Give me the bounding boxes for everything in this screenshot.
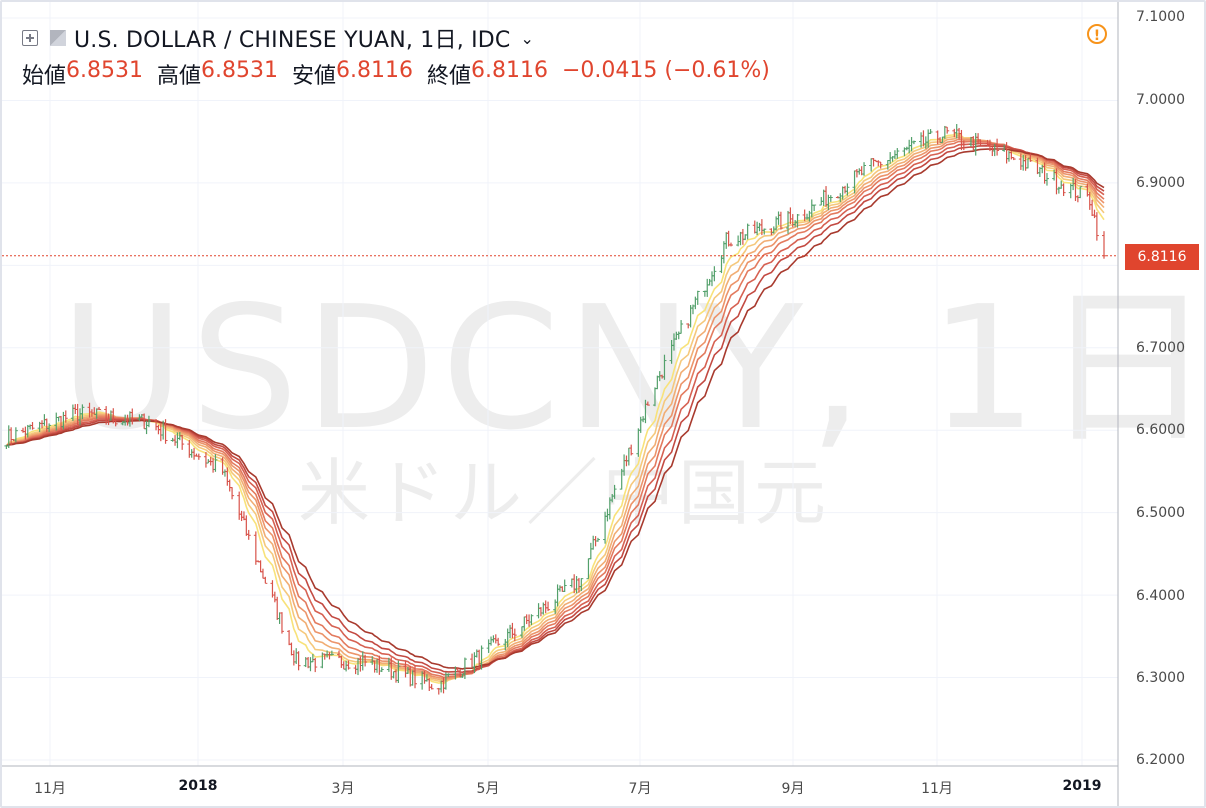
y-tick-label: 6.3000: [1136, 670, 1185, 686]
close-value: 6.8116: [471, 58, 548, 83]
high-value: 6.8531: [201, 58, 278, 83]
high-label: 高値: [157, 64, 202, 89]
x-tick-label: 7月: [628, 781, 652, 797]
y-tick-label: 6.5000: [1136, 505, 1185, 521]
plus-square-icon[interactable]: [22, 30, 38, 46]
x-tick-label: 2019: [1062, 778, 1102, 794]
x-tick-label: 9月: [781, 781, 805, 797]
y-tick-label: 6.4000: [1136, 588, 1185, 604]
change-value: −0.0415 (−0.61%): [562, 58, 770, 83]
ribbon-line: [6, 144, 1105, 674]
x-tick-label: 5月: [476, 781, 500, 797]
y-tick-label: 7.1000: [1136, 9, 1185, 25]
y-tick-label: 6.2000: [1136, 752, 1185, 768]
low-value: 6.8116: [336, 58, 413, 83]
y-tick-label: 7.0000: [1136, 92, 1185, 108]
ribbon-line: [5, 134, 1105, 684]
ribbon-line: [5, 140, 1105, 679]
last-price-tag: 6.8116: [1125, 244, 1199, 270]
ribbon-line: [6, 142, 1105, 676]
y-tick-label: 6.6000: [1136, 422, 1185, 438]
symbol-title[interactable]: U.S. DOLLAR / CHINESE YUAN, 1日, IDC: [74, 28, 511, 53]
flag-icon[interactable]: [50, 30, 66, 46]
exclamation-circle-icon[interactable]: !: [1087, 24, 1107, 44]
x-tick-label: 2018: [178, 778, 218, 794]
x-tick-label: 11月: [34, 781, 66, 797]
ribbon-line: [5, 138, 1105, 681]
close-label: 終値: [427, 64, 472, 89]
x-tick-label: 3月: [331, 781, 355, 797]
open-value: 6.8531: [66, 58, 143, 83]
watermark-symbol: USDCNY, 1日: [60, 270, 1206, 468]
ribbon-line: [6, 148, 1105, 670]
y-tick-label: 6.9000: [1136, 175, 1185, 191]
x-tick-label: 11月: [921, 781, 953, 797]
ohlc-legend: 始値 6.8531 高値 6.8531 安値 6.8116 終値 6.8116 −0.0…: [22, 58, 770, 90]
y-tick-label: 6.7000: [1136, 340, 1185, 356]
chart-header: U.S. DOLLAR / CHINESE YUAN, 1日, IDC ⌄ 始値…: [22, 22, 770, 90]
watermark-name: 米ドル／中国元: [298, 451, 831, 535]
low-label: 安値: [292, 64, 337, 89]
chevron-down-icon[interactable]: ⌄: [520, 28, 535, 48]
ribbon-line: [5, 136, 1105, 682]
open-label: 始値: [22, 64, 67, 89]
